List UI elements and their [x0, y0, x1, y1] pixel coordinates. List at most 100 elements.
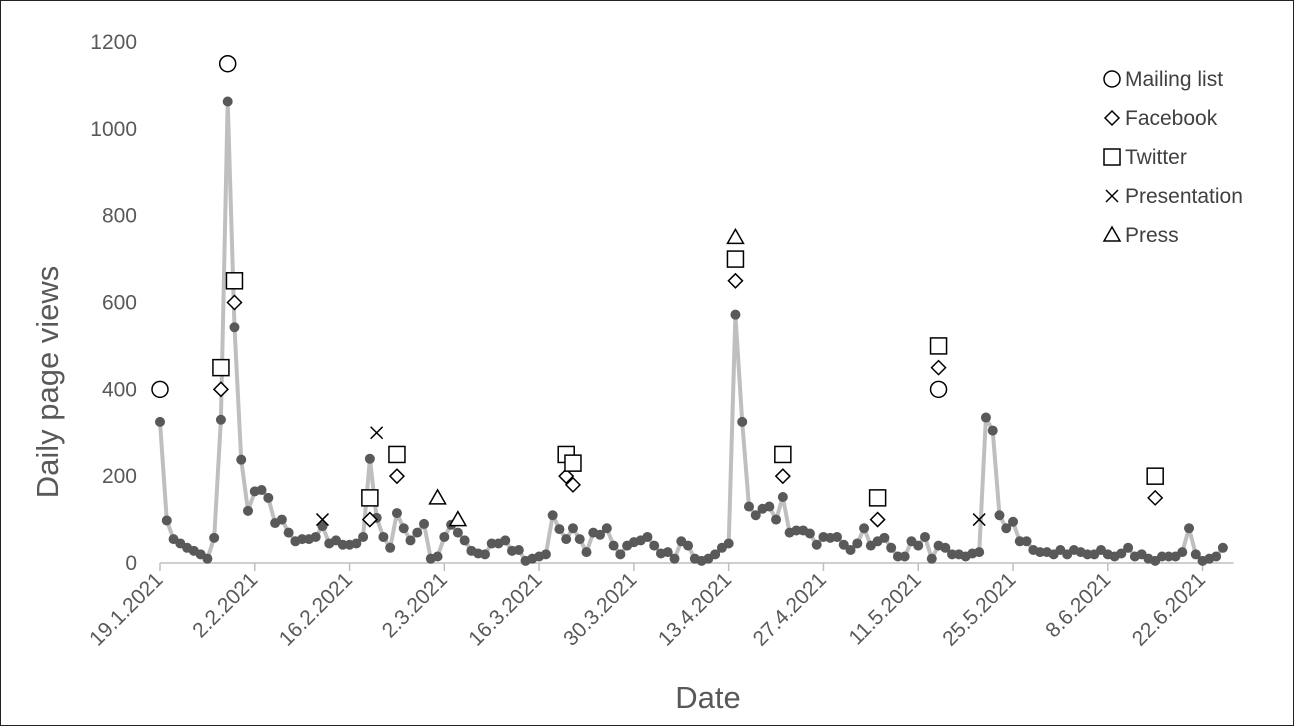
- square-marker: [868, 489, 887, 507]
- data-point: [662, 547, 673, 558]
- data-point: [608, 540, 619, 551]
- x-axis-ticks: 19.1.2021 2.2.2021 16.2.2021 2.3.2021 16.3.2…: [85, 563, 1210, 651]
- data-point: [832, 531, 842, 542]
- data-point: [452, 527, 463, 538]
- triangle-marker: [428, 488, 447, 505]
- data-point: [899, 551, 910, 562]
- legend-label: Facebook: [1125, 107, 1218, 130]
- data-point: [1211, 551, 1222, 562]
- diamond-marker: [564, 476, 582, 493]
- cross-marker: [370, 426, 384, 440]
- x-tick-label: 2.3.2021: [378, 568, 452, 642]
- data-point: [540, 549, 551, 560]
- diamond-legend-icon: [1103, 109, 1121, 127]
- data-point: [479, 549, 490, 560]
- data-point: [547, 510, 558, 521]
- data-point: [994, 510, 1005, 521]
- legend-label: Mailing list: [1125, 68, 1223, 91]
- diamond-marker: [1147, 489, 1164, 506]
- x-tick-label: 8.6.2021: [1041, 568, 1115, 642]
- data-point: [243, 505, 254, 516]
- data-point: [500, 535, 511, 546]
- legend-label: Press: [1125, 224, 1179, 247]
- data-point: [229, 322, 240, 333]
- triangle-marker: [448, 510, 468, 527]
- data-point: [777, 492, 788, 503]
- circle-marker: [929, 380, 948, 399]
- data-point: [1217, 542, 1228, 553]
- data-point: [554, 524, 565, 535]
- circle-legend-icon: [1103, 70, 1121, 88]
- data-point: [351, 538, 362, 549]
- data-point: [764, 501, 775, 512]
- diamond-marker: [212, 381, 229, 398]
- diamond-marker: [930, 359, 947, 376]
- data-point: [1123, 542, 1134, 553]
- y-tick-label: 200: [102, 465, 137, 488]
- data-point: [358, 531, 369, 542]
- data-point: [987, 425, 998, 436]
- x-tick-label: 25.5.2021: [938, 568, 1020, 650]
- data-point: [364, 453, 375, 464]
- data-point: [859, 523, 870, 534]
- data-point: [595, 529, 606, 540]
- square-marker: [774, 445, 792, 464]
- data-point: [642, 531, 653, 542]
- data-point: [209, 532, 220, 543]
- square-marker: [388, 445, 406, 464]
- data-point: [283, 527, 294, 538]
- data-point: [398, 523, 409, 534]
- diamond-marker: [558, 468, 575, 485]
- data-point: [567, 523, 578, 534]
- x-tick-label: 2.2.2021: [188, 568, 262, 642]
- diamond-marker: [388, 468, 406, 485]
- cross-marker: [972, 513, 986, 527]
- x-tick-label: 19.1.2021: [85, 568, 167, 650]
- data-point: [276, 514, 287, 525]
- y-tick-label: 400: [102, 378, 137, 401]
- y-tick-label: 800: [102, 205, 137, 228]
- data-point: [845, 544, 856, 555]
- triangle-marker: [726, 227, 745, 245]
- x-tick-label: 13.4.2021: [654, 568, 736, 650]
- data-point: [750, 510, 761, 521]
- data-point: [1008, 516, 1019, 527]
- square-marker: [212, 358, 230, 377]
- x-axis-title: Date: [675, 680, 740, 715]
- data-point: [432, 551, 443, 562]
- data-point: [913, 540, 924, 551]
- data-point: [723, 538, 734, 549]
- data-point: [236, 454, 247, 465]
- data-point: [310, 531, 321, 542]
- x-tick-label: 27.4.2021: [749, 568, 831, 650]
- data-point: [1177, 547, 1188, 558]
- y-tick-label: 0: [125, 552, 137, 575]
- data-point: [439, 531, 450, 542]
- diamond-marker: [226, 294, 243, 311]
- data-point: [710, 549, 721, 560]
- square-marker: [929, 337, 948, 355]
- data-point: [161, 515, 172, 526]
- data-points: [155, 96, 1228, 566]
- data-point: [574, 534, 585, 545]
- data-point: [317, 521, 328, 532]
- y-axis-title: Daily page views: [30, 266, 65, 499]
- data-point: [974, 547, 985, 558]
- cross-legend-icon: [1105, 189, 1119, 203]
- square-marker: [361, 489, 379, 507]
- data-point: [1184, 523, 1195, 534]
- y-tick-label: 600: [102, 292, 137, 315]
- cross-marker: [315, 513, 330, 527]
- data-point: [811, 539, 822, 550]
- data-point: [669, 553, 680, 564]
- square-marker: [564, 454, 582, 472]
- square-legend-icon: [1103, 148, 1121, 166]
- event-markers: [151, 54, 1164, 528]
- data-point: [256, 485, 267, 496]
- y-tick-label: 1200: [90, 31, 137, 54]
- data-point: [1021, 536, 1032, 547]
- data-point: [263, 492, 274, 503]
- data-point: [385, 542, 396, 553]
- data-point: [419, 518, 430, 529]
- data-point: [378, 531, 389, 542]
